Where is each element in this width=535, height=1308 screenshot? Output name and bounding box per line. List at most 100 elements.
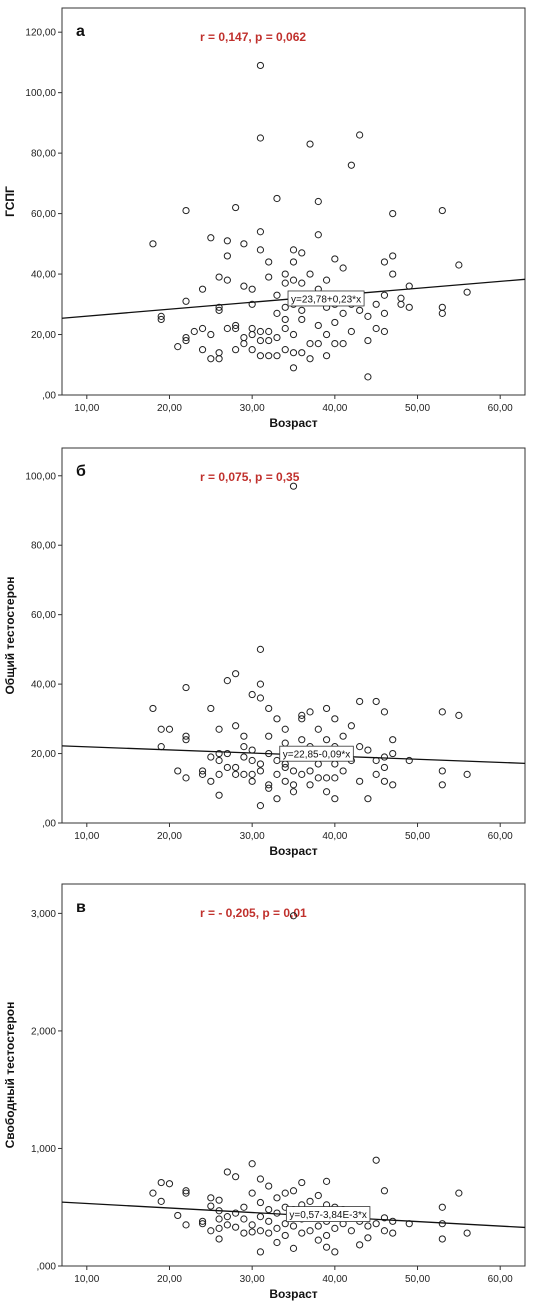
data-point bbox=[380, 327, 389, 336]
data-point bbox=[198, 1217, 207, 1225]
data-point bbox=[314, 725, 322, 733]
data-point bbox=[380, 1187, 389, 1195]
data-point bbox=[322, 1177, 331, 1185]
y-tick-label: 80,00 bbox=[31, 541, 56, 552]
data-point bbox=[298, 736, 306, 744]
data-point bbox=[182, 336, 190, 345]
data-point bbox=[289, 781, 298, 789]
data-point bbox=[380, 309, 389, 317]
plot-frame bbox=[61, 447, 526, 824]
data-point bbox=[256, 694, 265, 702]
data-point bbox=[248, 285, 256, 293]
data-point bbox=[265, 1205, 273, 1214]
data-point bbox=[331, 795, 339, 803]
x-tick-label: 60,00 bbox=[488, 403, 513, 414]
data-point bbox=[380, 708, 389, 716]
data-point bbox=[149, 240, 157, 248]
data-point bbox=[157, 1197, 165, 1205]
data-point bbox=[347, 722, 355, 730]
equation-label: y=22,85-0,09*x bbox=[283, 750, 351, 761]
data-points bbox=[149, 912, 471, 1256]
data-point bbox=[298, 249, 306, 257]
data-point bbox=[248, 1160, 256, 1168]
data-point bbox=[248, 1228, 256, 1236]
x-axis-label: Возраст bbox=[269, 844, 317, 858]
data-point bbox=[223, 252, 231, 260]
data-point bbox=[380, 258, 389, 266]
equation-box bbox=[287, 290, 365, 307]
data-point bbox=[223, 677, 231, 685]
data-point bbox=[389, 270, 397, 278]
equation-box bbox=[279, 745, 354, 762]
y-tick-label: 60,00 bbox=[31, 610, 56, 621]
data-point bbox=[232, 321, 240, 330]
data-point bbox=[281, 725, 289, 733]
data-point bbox=[273, 352, 281, 360]
data-point bbox=[438, 1203, 446, 1211]
data-point bbox=[182, 736, 190, 744]
data-point bbox=[223, 237, 231, 245]
data-point bbox=[314, 1222, 322, 1230]
data-point bbox=[405, 303, 413, 311]
data-point bbox=[380, 291, 389, 299]
data-point bbox=[314, 1191, 322, 1200]
data-point bbox=[157, 315, 165, 324]
data-point bbox=[207, 1202, 215, 1210]
data-point bbox=[339, 732, 347, 740]
data-point bbox=[331, 774, 339, 782]
data-point bbox=[248, 1189, 256, 1197]
data-point bbox=[322, 352, 331, 360]
data-point bbox=[265, 1182, 273, 1190]
stat-annotation: r = 0,147, p = 0,062 bbox=[200, 30, 306, 44]
data-point bbox=[198, 1220, 207, 1228]
data-point bbox=[232, 670, 240, 678]
data-point bbox=[331, 1224, 339, 1232]
data-point bbox=[232, 324, 240, 333]
data-point bbox=[306, 140, 314, 148]
data-point bbox=[223, 749, 231, 758]
data-point bbox=[223, 1213, 231, 1221]
data-point bbox=[331, 255, 339, 263]
data-point bbox=[380, 753, 389, 761]
data-point bbox=[356, 777, 364, 785]
data-point bbox=[372, 1156, 380, 1164]
y-tick-label: 40,00 bbox=[31, 270, 56, 281]
data-point bbox=[182, 774, 190, 782]
scatter-chart-a: а r = 0,147, p = 0,062 10,00 20,00 30,00 40,0… bbox=[3, 7, 526, 430]
chart-panel-a: а r = 0,147, p = 0,062 10,00 20,00 30,00 40,0… bbox=[0, 0, 535, 432]
data-point bbox=[372, 324, 380, 333]
data-point bbox=[174, 343, 182, 351]
data-point bbox=[265, 336, 273, 345]
equation-box bbox=[285, 1206, 371, 1222]
data-point bbox=[265, 781, 273, 789]
data-point bbox=[240, 753, 248, 761]
scatter-chart-c: в r = - 0,205, p = 0,01 10,00 20,00 30,00 40,… bbox=[3, 883, 526, 1301]
data-point bbox=[289, 788, 298, 796]
data-point bbox=[289, 349, 298, 357]
data-point bbox=[157, 725, 165, 733]
data-point bbox=[182, 333, 190, 342]
data-point bbox=[256, 760, 265, 768]
data-point bbox=[347, 1227, 355, 1235]
data-point bbox=[215, 303, 223, 311]
data-point bbox=[389, 736, 397, 744]
data-point bbox=[240, 732, 248, 740]
data-point bbox=[165, 725, 174, 733]
data-point bbox=[389, 252, 397, 260]
data-point bbox=[289, 276, 298, 284]
data-point bbox=[215, 791, 223, 799]
data-point bbox=[215, 749, 223, 758]
data-point bbox=[281, 315, 289, 324]
data-point bbox=[322, 774, 331, 782]
data-point bbox=[273, 1224, 281, 1232]
data-point bbox=[215, 1215, 223, 1223]
data-point bbox=[281, 763, 289, 772]
data-point bbox=[298, 349, 306, 357]
data-point bbox=[364, 1234, 372, 1242]
x-tick-label: 30,00 bbox=[240, 403, 265, 414]
data-point bbox=[339, 767, 347, 775]
y-tick-label: 3,000 bbox=[31, 909, 56, 920]
data-point bbox=[455, 261, 463, 269]
data-point bbox=[438, 767, 446, 775]
x-tick-label: 10,00 bbox=[74, 831, 99, 842]
